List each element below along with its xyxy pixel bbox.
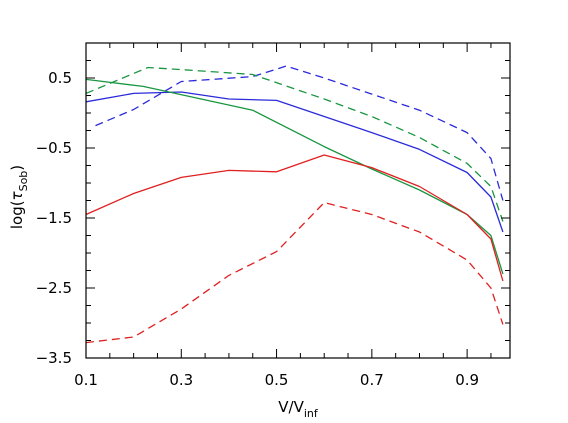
series-line-3 <box>86 78 504 275</box>
x-axis-label: V/Vinf <box>278 398 319 420</box>
x-tick-label: 0.9 <box>455 371 479 389</box>
y-axis-label-prefix: log( <box>8 200 26 229</box>
x-tick-label: 0.7 <box>360 371 384 389</box>
y-axis-label-suffix: ) <box>8 165 26 171</box>
x-tick-label: 0.1 <box>74 371 98 389</box>
series-line-5 <box>86 154 504 282</box>
tick-labels: 0.1 0.3 0.5 0.7 0.9 −3.5 −2.5 −1.5 −0.5 0.5 <box>36 69 479 389</box>
y-axis-label-symbol: τ <box>8 190 26 200</box>
y-tick-label: 0.5 <box>48 69 72 87</box>
y-axis-label: log(τSob) <box>8 165 30 229</box>
plot-frame <box>85 42 511 359</box>
y-axis-label-sub: Sob <box>17 171 30 192</box>
axis-frame <box>85 42 511 359</box>
series-line-6 <box>86 201 504 344</box>
y-tick-label: −3.5 <box>36 349 72 367</box>
y-tick-label: −2.5 <box>36 279 72 297</box>
x-tick-label: 0.5 <box>265 371 289 389</box>
plot-lines <box>86 65 504 344</box>
series-line-4 <box>86 66 504 222</box>
y-tick-label: −1.5 <box>36 209 72 227</box>
x-axis-label-main: V/V <box>278 398 304 416</box>
x-axis-label-sub: inf <box>304 407 319 420</box>
x-tick-label: 0.3 <box>169 371 193 389</box>
y-tick-label: −0.5 <box>36 139 72 157</box>
series-line-1 <box>86 91 504 233</box>
ticks <box>85 42 510 359</box>
